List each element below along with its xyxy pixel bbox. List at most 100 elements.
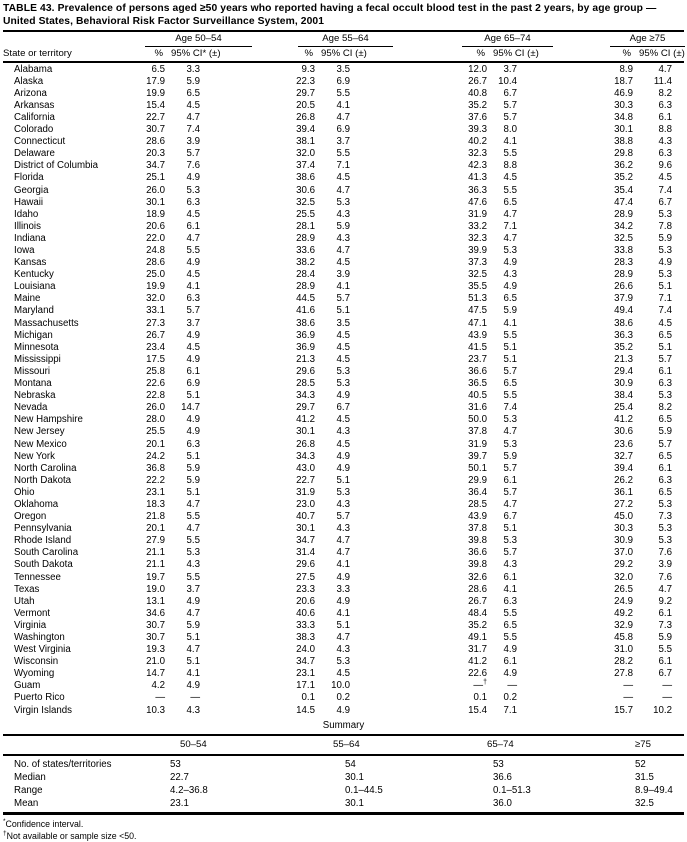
ci-55-64: 5.5 [336, 148, 350, 160]
pct-65-74: 40.2 [468, 136, 487, 148]
table-row: Montana 22.6 6.9 28.5 5.3 36.5 6.5 30.9 … [3, 378, 684, 390]
pct-75plus: 38.8 [614, 136, 633, 148]
ci-50-54: 4.3 [186, 559, 200, 571]
pct-50-54: 25.8 [146, 365, 165, 377]
pct-50-54: 30.7 [146, 632, 165, 643]
ci-50-54: 6.1 [186, 365, 200, 377]
pct-50-54: 21.1 [146, 547, 165, 559]
ci-65-74: 5.3 [503, 535, 517, 547]
ci-75plus: 6.5 [658, 486, 672, 498]
ci-65-74: 4.1 [503, 317, 517, 329]
ci-75plus: 6.1 [658, 462, 672, 474]
table-row: Nebraska 22.8 5.1 34.3 4.9 40.5 5.5 38.4… [3, 390, 684, 402]
pct-75plus: 46.9 [614, 87, 633, 99]
ci-65-74: 6.5 [503, 293, 517, 305]
table-row: Wisconsin 21.0 5.1 34.7 5.3 41.2 6.1 28.… [3, 656, 684, 668]
ci-75plus: 7.3 [658, 619, 672, 631]
pct-75plus: 26.2 [614, 474, 633, 486]
ci-55-64: 4.3 [336, 232, 350, 244]
summary-row: Median 22.7 30.1 36.6 31.5 [3, 771, 684, 784]
ci-50-54: 6.5 [186, 87, 200, 99]
footnote-text: Not available or sample size <50. [6, 831, 137, 841]
pct-50-54: 33.1 [146, 305, 165, 317]
ci-50-54: 4.7 [186, 607, 200, 619]
pct-55-64: 44.5 [296, 293, 315, 305]
ci-55-64: 4.7 [336, 547, 350, 559]
pct-55-64: 40.6 [296, 607, 315, 619]
ci-65-74: 7.1 [503, 220, 517, 232]
ci-50-54: 5.3 [186, 184, 200, 196]
pct-55-64: 26.8 [296, 438, 315, 450]
ci-65-74: 5.3 [503, 414, 517, 426]
ci-65-74: 5.7 [503, 99, 517, 111]
pct-55-64: 29.7 [296, 402, 315, 414]
ci-65-74: — [507, 680, 517, 692]
ci-65-74: 5.9 [503, 305, 517, 317]
ci-55-64: 4.7 [336, 111, 350, 123]
pct-65-74: 32.3 [468, 232, 487, 244]
table-row: Mississippi 17.5 4.9 21.3 4.5 23.7 5.1 2… [3, 354, 684, 366]
ci-65-74: 5.1 [503, 341, 517, 353]
pct-75plus: 36.1 [614, 486, 633, 498]
ci-65-74: 5.7 [503, 111, 517, 123]
state-name: Kansas [14, 257, 47, 269]
pct-50-54: 23.4 [146, 341, 165, 353]
summary-header-row: 50–54 55–64 65–74 ≥75 [3, 738, 684, 752]
pct-55-64: 17.1 [296, 680, 315, 692]
ci-75plus: 7.4 [658, 184, 672, 196]
ci-50-54: 4.9 [186, 257, 200, 269]
state-name: Puerto Rico [14, 692, 65, 704]
ci-50-54: 5.9 [186, 75, 200, 87]
pct-65-74: 37.8 [468, 523, 487, 535]
ci-55-64: 0.2 [336, 692, 350, 704]
ci-65-74: 5.3 [503, 438, 517, 450]
ci-header-1: 95% CI* (±) [171, 47, 221, 59]
ci-50-54: 5.9 [186, 474, 200, 486]
ci-55-64: 4.9 [336, 462, 350, 474]
summary-value-50-54: 23.1 [170, 797, 189, 809]
ci-75plus: 5.9 [658, 632, 672, 643]
table-row: Illinois 20.6 6.1 28.1 5.9 33.2 7.1 34.2… [3, 221, 684, 233]
pct-50-54: 22.6 [146, 378, 165, 390]
pct-50-54: 27.3 [146, 317, 165, 329]
ci-65-74: 4.9 [503, 644, 517, 656]
state-name: New Hampshire [14, 414, 83, 426]
pct-55-64: 28.9 [296, 232, 315, 244]
pct-50-54: 18.3 [146, 498, 165, 510]
ci-75plus: 5.5 [658, 644, 672, 656]
pct-50-54: 24.2 [146, 450, 165, 462]
ci-50-54: 4.1 [186, 281, 200, 293]
ci-header-3: 95% CI (±) [493, 47, 539, 59]
pct-65-74: 15.4 [468, 704, 487, 716]
pct-55-64: 30.1 [296, 523, 315, 535]
table-title: TABLE 43. Prevalence of persons aged ≥50… [3, 3, 684, 29]
pct-50-54: 30.1 [146, 196, 165, 208]
ci-75plus: 6.5 [658, 329, 672, 341]
pct-75plus: 45.0 [614, 511, 633, 523]
table-row: Washington 30.7 5.1 38.3 4.7 49.1 5.5 45… [3, 632, 684, 644]
table-row: Michigan 26.7 4.9 36.9 4.5 43.9 5.5 36.3… [3, 330, 684, 342]
pct-65-74: 0.1 [473, 692, 487, 704]
ci-75plus: — [662, 680, 672, 692]
age-group-label-50-54: Age 50–54 [145, 33, 252, 47]
pct-65-74: 47.6 [468, 196, 487, 208]
pct-55-64: 38.6 [296, 317, 315, 329]
table-row: Arkansas 15.4 4.5 20.5 4.1 35.2 5.7 30.3… [3, 100, 684, 112]
pct-50-54: 19.0 [146, 583, 165, 595]
table-row: Florida 25.1 4.9 38.6 4.5 41.3 4.5 35.2 … [3, 172, 684, 184]
table-row: Maine 32.0 6.3 44.5 5.7 51.3 6.5 37.9 7.… [3, 293, 684, 305]
pct-75plus: 35.4 [614, 184, 633, 196]
ci-55-64: 4.9 [336, 704, 350, 716]
summary-value-55-64: 54 [345, 758, 356, 770]
ci-75plus: 5.1 [658, 341, 672, 353]
table-row: Alaska 17.9 5.9 22.3 6.9 26.7 10.4 18.7 … [3, 76, 684, 88]
pct-55-64: 23.3 [296, 583, 315, 595]
pct-65-74: 22.6 [468, 668, 487, 680]
ci-50-54: 7.6 [186, 160, 200, 172]
ci-65-74: 4.7 [503, 208, 517, 220]
ci-50-54: 5.1 [186, 390, 200, 402]
pct-65-74: 33.2 [468, 220, 487, 232]
ci-75plus: 5.3 [658, 390, 672, 402]
pct-65-74: 36.6 [468, 365, 487, 377]
pct-75plus: 35.2 [614, 172, 633, 184]
